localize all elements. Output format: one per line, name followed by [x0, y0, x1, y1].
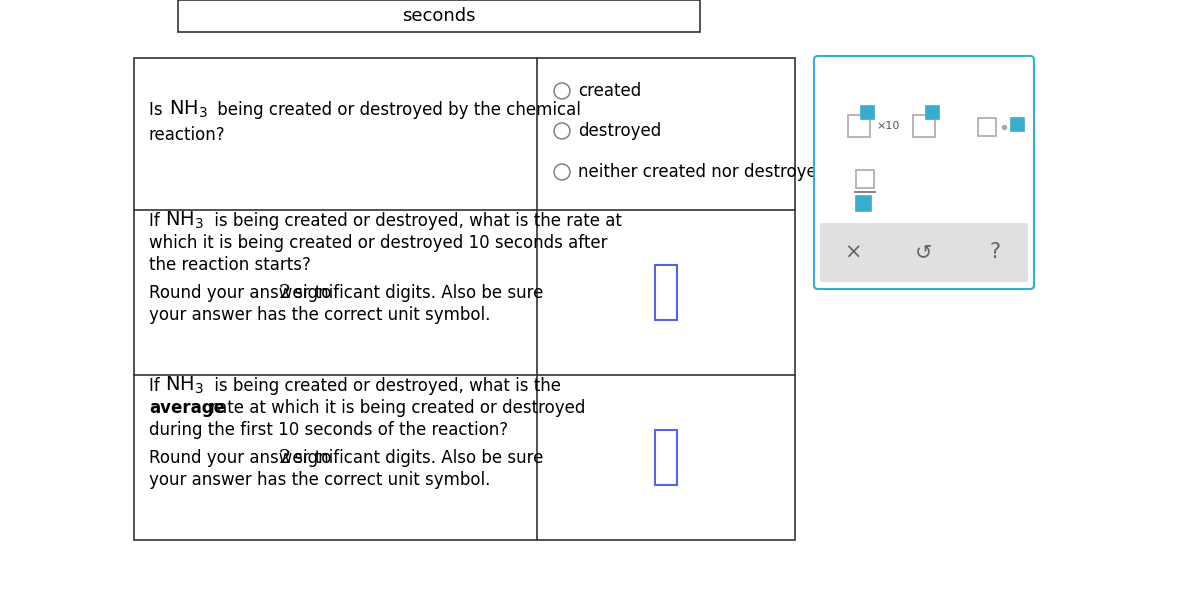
Text: ↺: ↺ — [916, 243, 932, 263]
Bar — [913, 115, 935, 137]
Text: Is: Is — [149, 101, 168, 119]
Text: average: average — [149, 399, 226, 417]
Text: being created or destroyed by the chemical: being created or destroyed by the chemic… — [212, 101, 581, 119]
Text: which it is being created or destroyed 10 seconds after: which it is being created or destroyed 1… — [149, 234, 607, 252]
Bar — [856, 170, 874, 188]
Text: ×: × — [845, 243, 862, 263]
FancyBboxPatch shape — [814, 56, 1034, 289]
Bar — [926, 106, 940, 119]
Text: 2: 2 — [278, 284, 292, 302]
Text: If: If — [149, 377, 166, 395]
Bar — [862, 106, 874, 119]
Text: $\mathrm{NH_3}$: $\mathrm{NH_3}$ — [166, 210, 204, 231]
Text: is being created or destroyed, what is the rate at: is being created or destroyed, what is t… — [209, 212, 622, 230]
Bar — [1010, 118, 1024, 131]
Bar — [655, 430, 677, 485]
Text: rate at which it is being created or destroyed: rate at which it is being created or des… — [205, 399, 586, 417]
Text: created: created — [578, 82, 641, 100]
FancyBboxPatch shape — [820, 223, 1028, 282]
Text: Round your answer to: Round your answer to — [149, 284, 337, 302]
Text: $\mathrm{NH_3}$: $\mathrm{NH_3}$ — [169, 99, 208, 120]
Text: ×10: ×10 — [876, 121, 899, 131]
Text: significant digits. Also be sure: significant digits. Also be sure — [289, 449, 544, 467]
Text: during the first 10 seconds of the reaction?: during the first 10 seconds of the react… — [149, 421, 508, 439]
Text: ?: ? — [989, 243, 1001, 263]
Circle shape — [554, 164, 570, 180]
Bar — [178, 0, 700, 32]
Bar — [856, 196, 871, 211]
Bar — [978, 118, 996, 136]
Text: your answer has the correct unit symbol.: your answer has the correct unit symbol. — [149, 471, 491, 489]
Text: destroyed: destroyed — [578, 122, 661, 140]
Text: Round your answer to: Round your answer to — [149, 449, 337, 467]
Circle shape — [554, 83, 570, 99]
Text: reaction?: reaction? — [149, 126, 226, 144]
Bar — [655, 265, 677, 320]
Bar — [848, 115, 870, 137]
Text: seconds: seconds — [402, 7, 475, 25]
Circle shape — [554, 123, 570, 139]
Text: your answer has the correct unit symbol.: your answer has the correct unit symbol. — [149, 306, 491, 324]
Text: 2: 2 — [278, 449, 292, 467]
Text: the reaction starts?: the reaction starts? — [149, 256, 311, 274]
Text: neither created nor destroyed: neither created nor destroyed — [578, 163, 827, 181]
Text: $\mathrm{NH_3}$: $\mathrm{NH_3}$ — [166, 375, 204, 396]
Text: significant digits. Also be sure: significant digits. Also be sure — [289, 284, 544, 302]
Bar — [134, 58, 796, 540]
Text: If: If — [149, 212, 166, 230]
Text: is being created or destroyed, what is the: is being created or destroyed, what is t… — [209, 377, 562, 395]
